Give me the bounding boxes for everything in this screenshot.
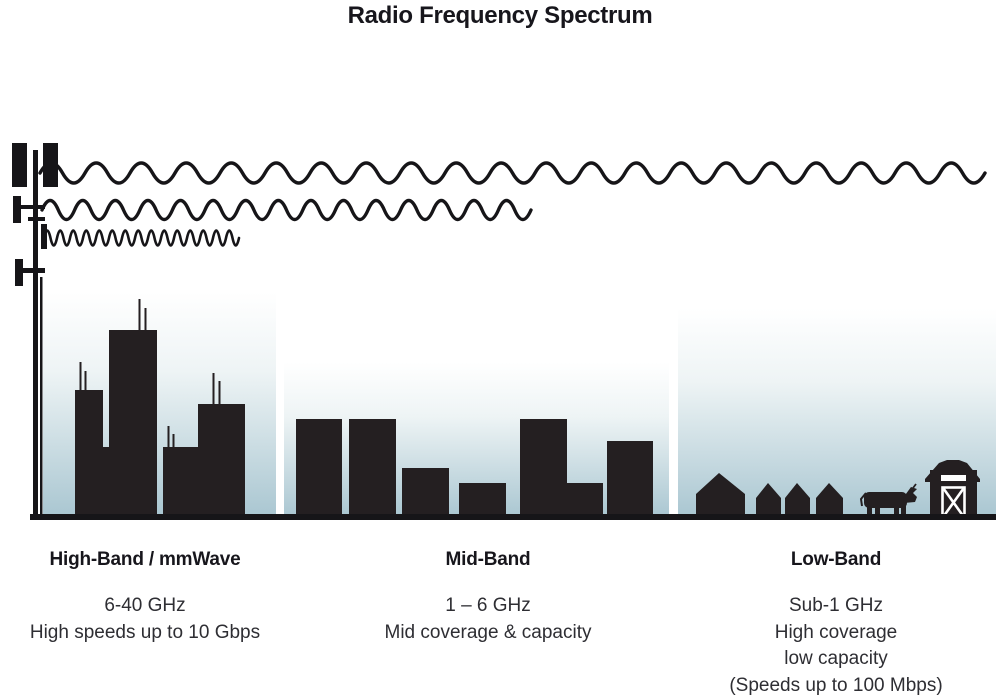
rooftop-antennas-icon bbox=[79, 299, 221, 448]
mid-band-wave-icon bbox=[40, 198, 533, 222]
barn-icon bbox=[925, 460, 980, 520]
low-band-description: low capacity bbox=[784, 648, 888, 669]
mid-band-frequency: 1 – 6 GHz bbox=[445, 595, 531, 616]
high-band-caption: High-Band / mmWave 6-40 GHz High speeds … bbox=[15, 549, 275, 646]
mid-rise-buildings-icon bbox=[296, 419, 653, 520]
house-icon bbox=[785, 483, 810, 520]
cell-tower-icon bbox=[12, 143, 58, 520]
house-icon bbox=[696, 473, 745, 520]
house-icon bbox=[756, 483, 781, 520]
high-band-description: High speeds up to 10 Gbps bbox=[29, 621, 261, 643]
skyscrapers-icon bbox=[75, 299, 245, 520]
low-band-frequency: Sub-1 GHz bbox=[789, 595, 883, 616]
low-band-wave-icon bbox=[38, 161, 987, 185]
rural-scene-icon bbox=[696, 460, 980, 520]
mid-band-caption: Mid-Band 1 – 6 GHz Mid coverage & capaci… bbox=[348, 549, 628, 646]
mid-band-heading: Mid-Band bbox=[445, 549, 531, 570]
low-band-heading: Low-Band bbox=[790, 549, 882, 570]
ground-line bbox=[30, 514, 996, 520]
low-band-description: High coverage bbox=[774, 621, 898, 643]
mid-band-description: Mid coverage & capacity bbox=[384, 621, 592, 643]
high-band-frequency: 6-40 GHz bbox=[104, 595, 186, 616]
high-band-wave-icon bbox=[42, 229, 241, 247]
high-band-heading: High-Band / mmWave bbox=[49, 549, 241, 570]
page-title: Radio Frequency Spectrum bbox=[347, 2, 653, 29]
cow-icon bbox=[859, 483, 917, 519]
low-band-caption: Low-Band Sub-1 GHz High coverage low cap… bbox=[688, 549, 984, 699]
low-band-speed-note: (Speeds up to 100 Mbps) bbox=[729, 674, 943, 696]
house-icon bbox=[816, 483, 843, 520]
spectrum-illustration bbox=[12, 143, 996, 520]
